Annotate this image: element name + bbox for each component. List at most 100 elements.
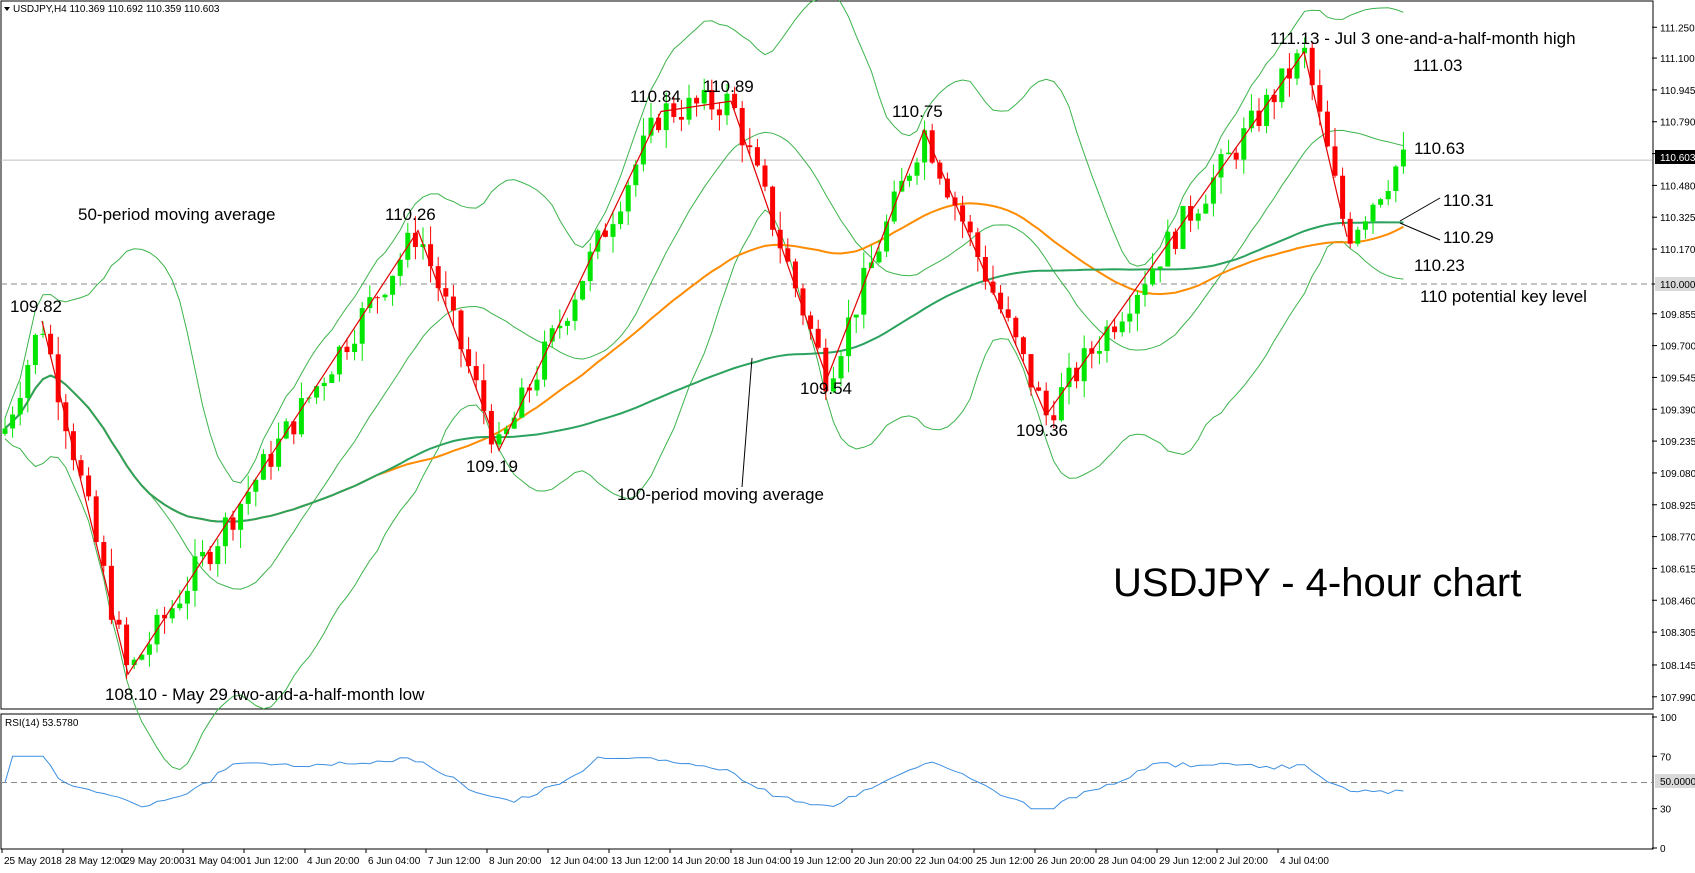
candle-body [648,117,654,136]
candle-body [564,320,570,326]
price-tick-label: 109.235 [1660,437,1695,448]
candle-body [678,116,684,120]
price-tick-label: 110.790 [1660,118,1695,129]
candle-body [572,299,578,321]
candle-body [716,109,722,116]
candle-body [321,382,327,387]
candle-body [1378,199,1384,205]
candle-body [998,292,1004,310]
time-tick-label: 12 Jun 04:00 [550,856,608,867]
candle-body [412,232,418,248]
candle-body [686,97,692,120]
key-level-label: 110 potential key level [1420,287,1587,306]
candle-body [815,328,821,348]
candle-body [1385,190,1391,200]
rsi-tick-label: 70 [1660,752,1672,763]
swing-label: 110.84 [630,87,681,106]
candle-body [732,93,738,108]
price-tick-label: 108.145 [1660,661,1695,672]
candle-body [1051,415,1057,421]
candle-body [1332,146,1338,176]
candle-body [876,251,882,263]
candle-body [1362,221,1368,230]
time-tick-label: 19 Jun 12:00 [793,856,851,867]
candle-body [230,517,236,530]
price-axis: 111.250111.100110.945110.790110.635110.4… [1652,23,1695,704]
time-tick-label: 1 Jun 12:00 [246,856,299,867]
bollinger-bands [4,0,1404,771]
candle-body [906,175,912,181]
candle-body [450,296,456,311]
chart-menu-icon[interactable] [4,7,10,11]
rsi-title: RSI(14) 53.5780 [5,718,79,729]
candle-body [1134,294,1140,314]
candle-body [838,356,844,379]
candle-body [466,349,472,367]
time-tick-label: 26 Jun 20:00 [1037,856,1095,867]
candle-body [2,428,8,434]
time-tick-label: 18 Jun 04:00 [733,856,791,867]
candle-body [1104,326,1110,352]
price-tick-label: 109.855 [1660,310,1695,321]
rsi-axis: 100 70 30 0 [1652,713,1677,855]
candle-body [975,232,981,257]
candle-body [1302,47,1308,54]
time-tick-label: 7 Jun 12:00 [428,856,481,867]
candle-body [1233,152,1239,160]
candle-body [329,374,335,383]
candle-body [610,224,616,237]
candle-body [785,248,791,262]
candle-body [336,346,342,375]
candle-body [1150,268,1156,285]
current-price-value: 110.603 [1660,153,1695,164]
swing-label: 110.26 [385,205,436,224]
swing-label: 110.75 [892,102,943,121]
price-tick-label: 108.770 [1660,533,1695,544]
candle-body [1195,213,1201,221]
candle-body [1172,231,1178,249]
candle-body [481,380,487,411]
candle-body [709,89,715,110]
time-tick-label: 22 Jun 04:00 [915,856,973,867]
candle-body [960,205,966,222]
candle-body [800,288,806,316]
candle-body [580,281,586,300]
candle-body [823,347,829,392]
candle-body [990,281,996,293]
candle-body [595,230,601,252]
price-tick-label: 109.390 [1660,405,1695,416]
candle-body [1127,313,1133,322]
candle-body [982,256,988,282]
time-tick-label: 14 Jun 20:00 [672,856,730,867]
candle-body [1142,284,1148,295]
candle-body [101,542,107,566]
candle-body [1279,68,1285,103]
candle-body [1256,110,1262,126]
candle-body [1165,231,1171,267]
swing-label: 110.89 [703,77,754,96]
candle-body [1157,266,1163,269]
candle-body [397,259,403,276]
candle-body [390,275,396,295]
candle-body [1081,348,1087,382]
swing-label: 109.54 [800,379,852,398]
candle-body [10,414,16,429]
candle-body [291,421,297,435]
swing-label: 108.10 - May 29 two-and-a-half-month low [105,685,425,704]
key-level-badge [1655,277,1695,291]
candle-body [922,130,928,163]
candle-body [1096,351,1102,354]
rsi-tick-label: 100 [1660,713,1677,724]
candle-body [808,315,814,329]
candle-body [914,162,920,176]
candle-body [1074,367,1080,382]
candle-body [359,308,365,344]
candle-body [184,590,190,604]
time-tick-label: 20 Jun 20:00 [854,856,912,867]
candle-body [967,221,973,233]
candle-body [656,117,662,131]
ma100-value-label: 110.29 [1443,228,1494,247]
candle-body [1028,354,1034,388]
candle-body [633,164,639,186]
